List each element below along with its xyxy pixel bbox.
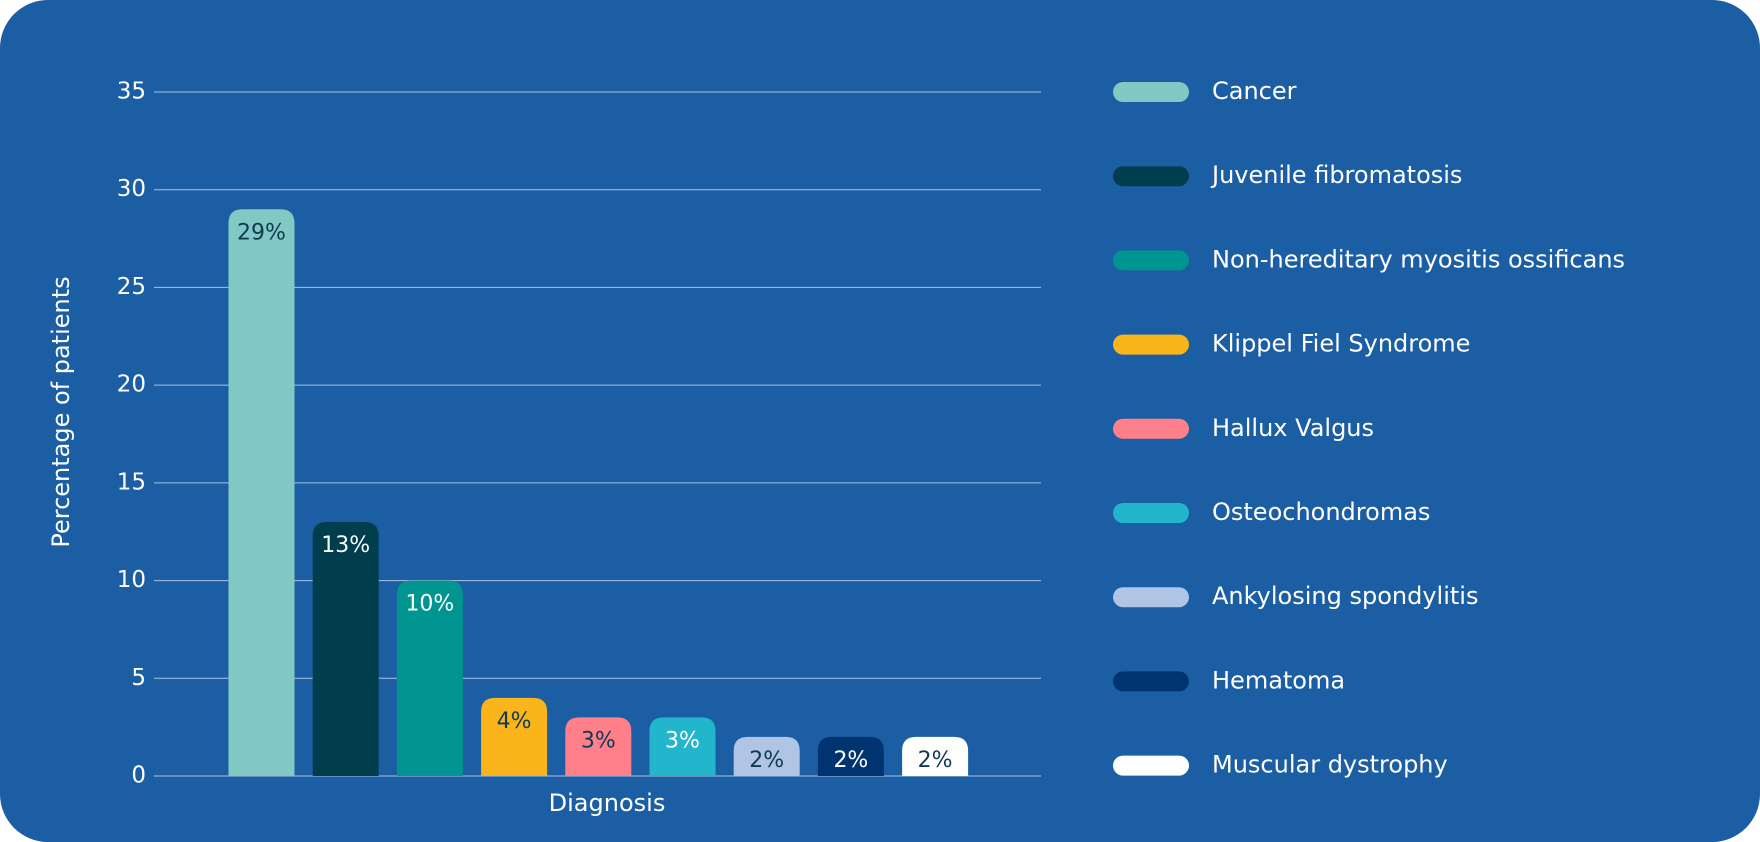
- bar: [312, 521, 379, 776]
- bar: [228, 209, 295, 776]
- value-label: 2%: [918, 748, 953, 773]
- legend-swatch: [1113, 418, 1189, 439]
- legend-swatch: [1113, 82, 1189, 102]
- legend-label: Hallux Valgus: [1212, 414, 1374, 442]
- legend-swatch: [1113, 503, 1189, 523]
- bar: [902, 736, 969, 776]
- legend-swatch: [1113, 671, 1189, 692]
- legend-label: Hematoma: [1212, 666, 1345, 694]
- legend-label: Cancer: [1212, 77, 1297, 105]
- bar: [733, 736, 800, 776]
- y-tick-label: 10: [117, 567, 146, 593]
- legend-swatch: [1113, 755, 1189, 776]
- value-label: 13%: [321, 533, 370, 558]
- bar: [396, 580, 463, 776]
- legend-label: Non-hereditary myositis ossificans: [1212, 245, 1625, 273]
- value-label: 29%: [237, 220, 286, 245]
- value-label: 3%: [665, 728, 700, 753]
- bar: [565, 717, 632, 776]
- legend-label: Ankylosing spondylitis: [1212, 582, 1478, 610]
- y-tick-label: 35: [117, 79, 146, 105]
- legend-swatch: [1113, 250, 1189, 271]
- legend-label: Osteochondromas: [1212, 498, 1430, 526]
- legend-swatch: [1113, 334, 1189, 355]
- x-axis-title: Diagnosis: [549, 789, 666, 817]
- legend-swatch: [1113, 587, 1189, 608]
- legend-swatch: [1113, 166, 1189, 187]
- value-label: 2%: [833, 748, 868, 773]
- y-tick-label: 20: [117, 372, 146, 398]
- y-tick-label: 5: [131, 665, 146, 691]
- legend-label: Klippel Fiel Syndrome: [1212, 330, 1470, 358]
- y-axis-title: Percentage of patients: [47, 276, 75, 547]
- bar: [649, 717, 716, 776]
- y-tick-label: 15: [117, 469, 146, 495]
- value-label: 2%: [749, 748, 784, 773]
- y-tick-label: 30: [117, 176, 146, 202]
- legend-label: Juvenile fibromatosis: [1210, 161, 1462, 189]
- legend-label: Muscular dystrophy: [1212, 751, 1448, 779]
- bar: [481, 697, 548, 776]
- value-label: 4%: [497, 709, 532, 734]
- y-tick-label: 25: [117, 274, 146, 300]
- value-label: 10%: [405, 592, 454, 617]
- bar: [817, 736, 884, 776]
- y-tick-label: 0: [131, 763, 146, 789]
- value-label: 3%: [581, 728, 616, 753]
